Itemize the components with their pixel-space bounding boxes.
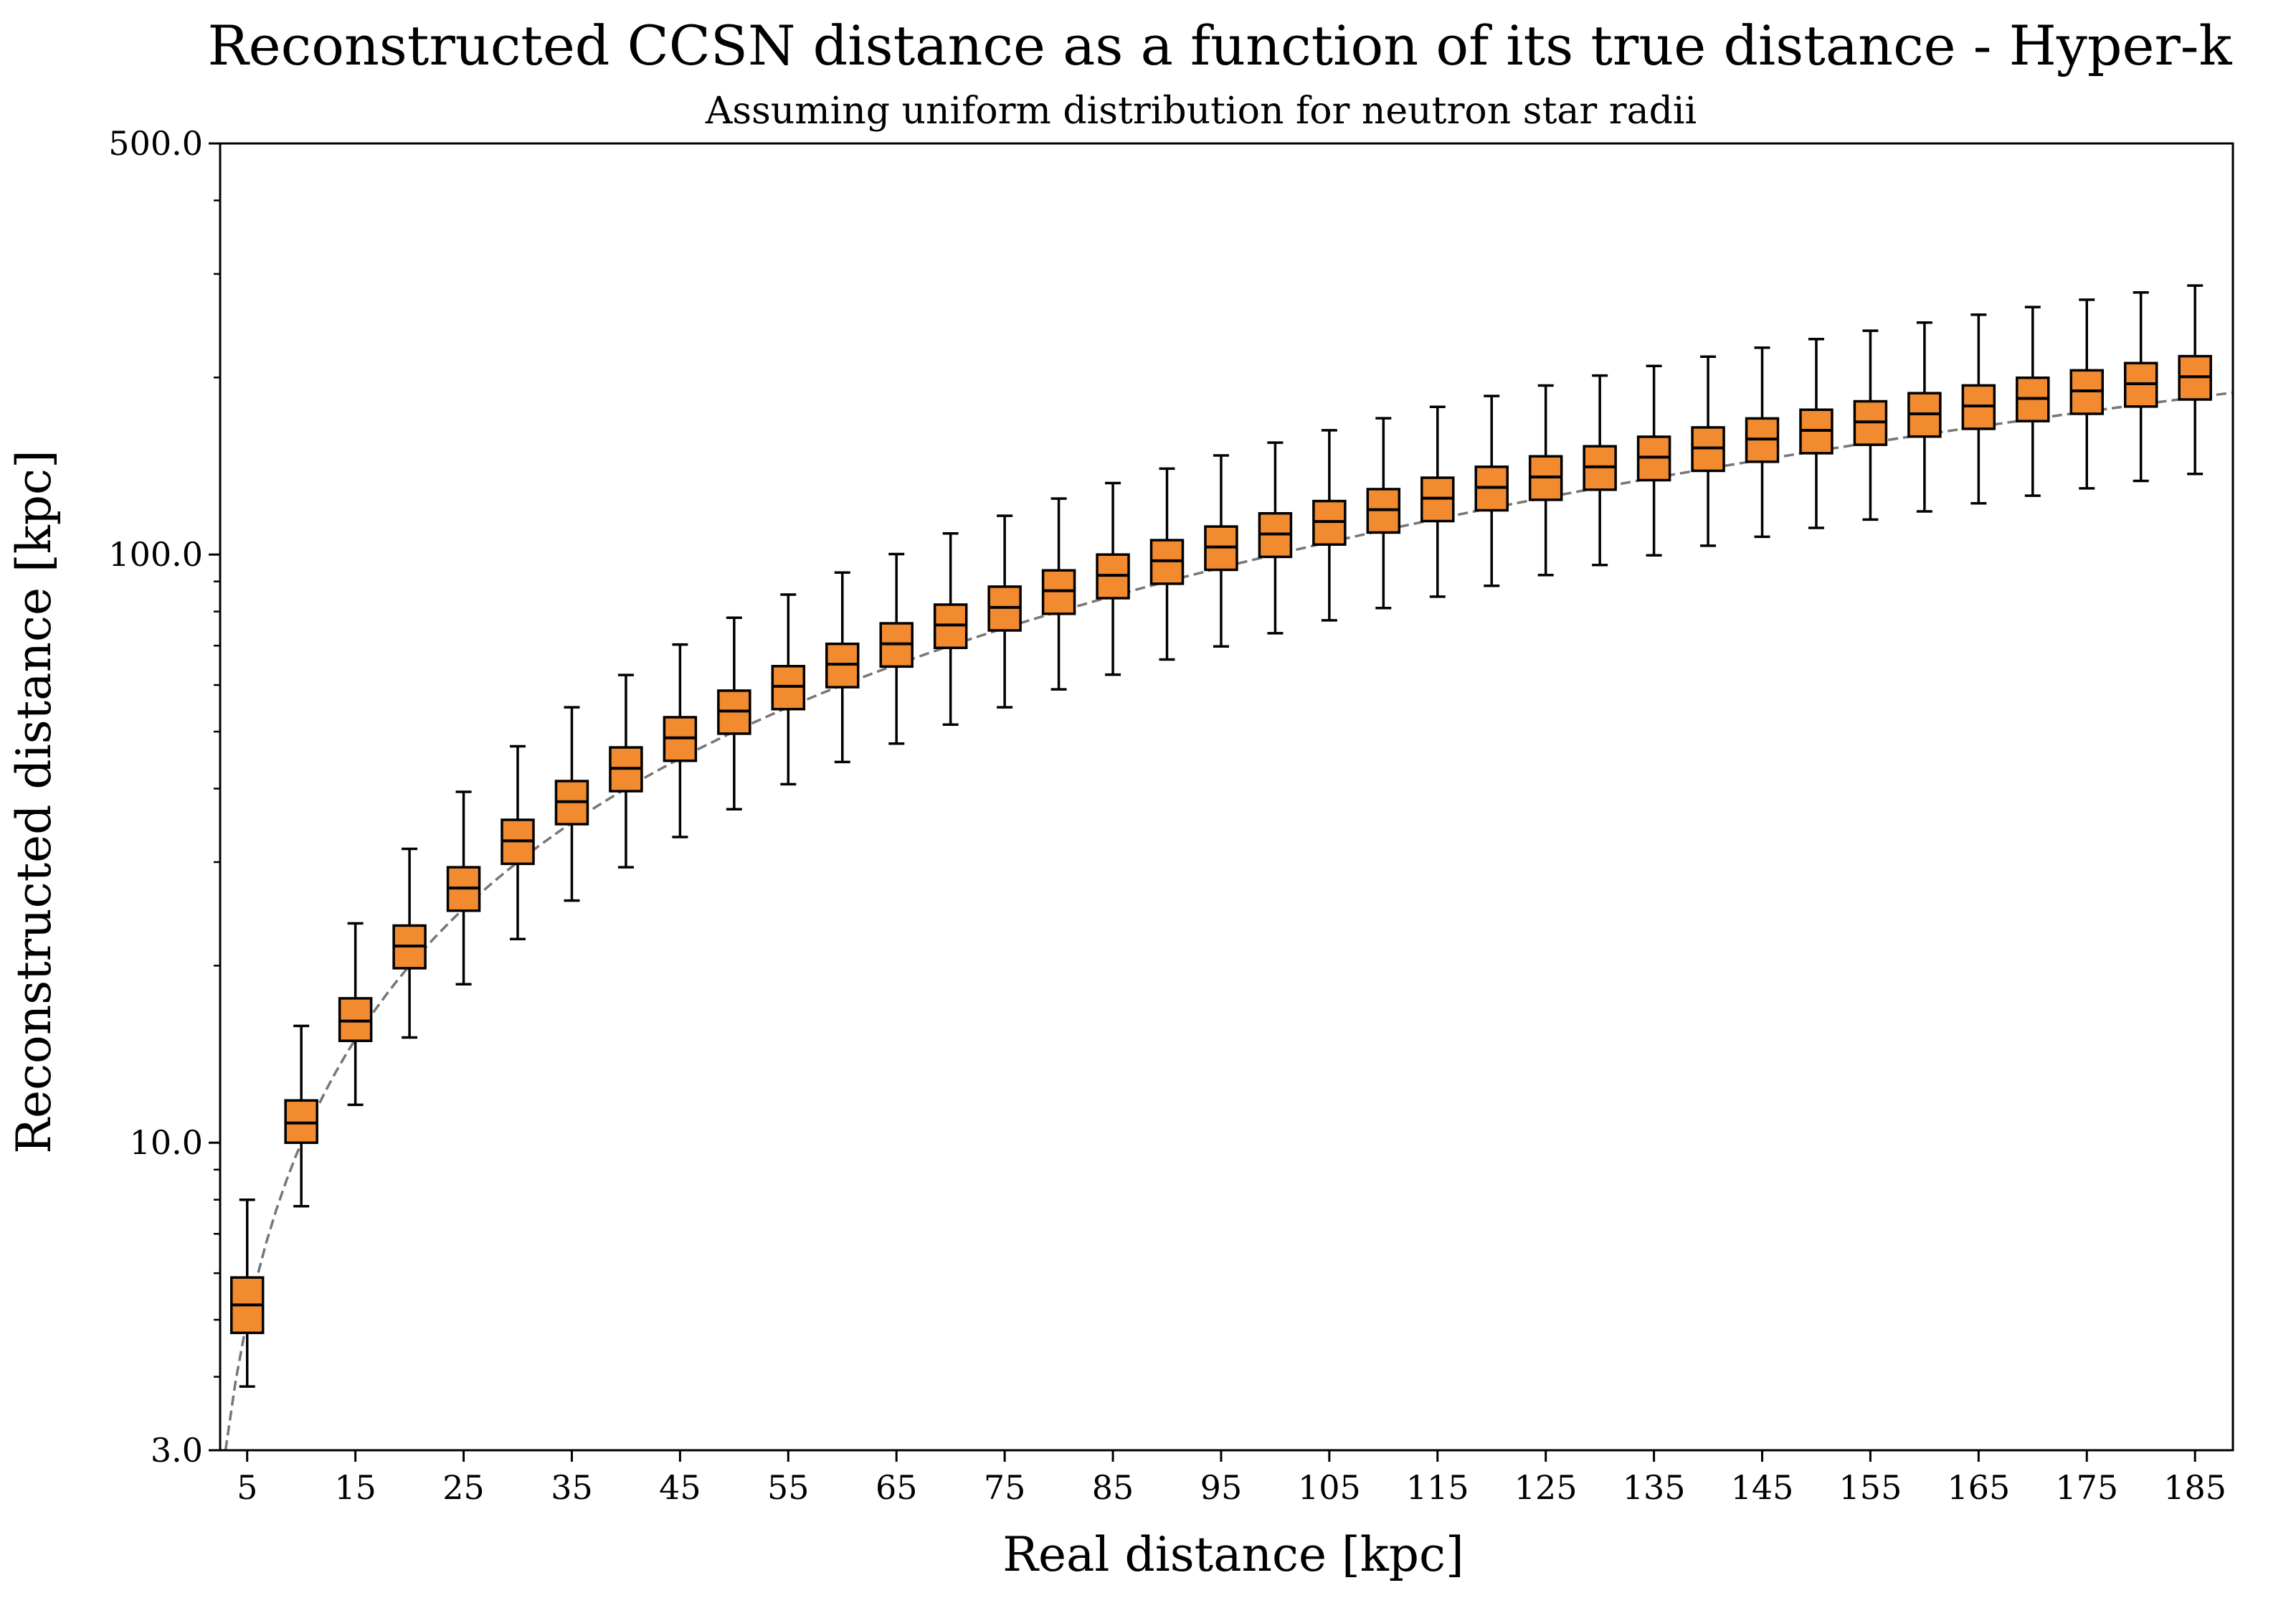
x-tick-label: 95 — [1200, 1468, 1243, 1507]
x-tick-label: 105 — [1298, 1468, 1361, 1507]
box-body — [338, 997, 373, 1042]
x-tick-label: 165 — [1947, 1468, 2010, 1507]
box-60 — [825, 571, 860, 764]
x-tick-label: 45 — [659, 1468, 701, 1507]
x-tick-label: 35 — [551, 1468, 593, 1507]
box-175 — [2069, 298, 2105, 490]
box-75 — [987, 514, 1022, 709]
box-165 — [1961, 313, 1996, 505]
plot-area: 3.0 10.0 100.0 500.0 5 15 25 35 45 55 65 75 85 95 105 1… — [108, 124, 2234, 1507]
box-150 — [1799, 337, 1834, 529]
box-body — [284, 1099, 318, 1144]
chart-subtitle: Assuming uniform distribution for neutro… — [705, 90, 1697, 133]
box-185 — [2178, 284, 2212, 476]
box-40 — [609, 673, 643, 869]
x-tick-label: 5 — [237, 1468, 257, 1507]
box-25 — [446, 790, 481, 985]
box-35 — [554, 706, 589, 902]
x-tick-label: 125 — [1514, 1468, 1578, 1507]
box-95 — [1204, 454, 1238, 648]
box-110 — [1366, 417, 1401, 610]
y-tick-label: 10.0 — [130, 1123, 203, 1162]
box-45 — [663, 643, 698, 838]
x-tick-label: 75 — [984, 1468, 1026, 1507]
box-15 — [338, 922, 373, 1107]
y-tick-label: 500.0 — [108, 124, 203, 163]
x-tick-label: 175 — [2055, 1468, 2118, 1507]
x-tick-label: 25 — [442, 1468, 485, 1507]
box-10 — [284, 1024, 318, 1208]
box-120 — [1474, 394, 1509, 587]
x-tick-label: 115 — [1406, 1468, 1469, 1507]
box-145 — [1745, 346, 1780, 539]
box-80 — [1041, 497, 1076, 691]
y-tick-label: 100.0 — [108, 535, 203, 574]
y-tick-label: 3.0 — [151, 1431, 203, 1470]
x-tick-label: 185 — [2163, 1468, 2226, 1507]
box-180 — [2123, 291, 2158, 483]
box-170 — [2016, 306, 2050, 497]
box-65 — [879, 552, 914, 745]
box-140 — [1691, 355, 1725, 547]
chart-title: Reconstructed CCSN distance as a functio… — [207, 14, 2232, 77]
box-5 — [229, 1198, 265, 1388]
box-115 — [1420, 405, 1455, 598]
box-70 — [933, 532, 968, 726]
x-tick-label: 155 — [1839, 1468, 1902, 1507]
box-155 — [1853, 329, 1888, 521]
box-20 — [392, 847, 427, 1039]
box-160 — [1907, 321, 1942, 513]
box-100 — [1258, 441, 1293, 635]
x-axis-label: Real distance [kpc] — [1002, 1527, 1464, 1582]
box-55 — [771, 593, 806, 786]
box-85 — [1096, 481, 1130, 676]
box-130 — [1583, 374, 1617, 567]
x-tick-label: 65 — [876, 1468, 918, 1507]
box-135 — [1636, 364, 1671, 557]
x-tick-label: 145 — [1731, 1468, 1794, 1507]
box-50 — [717, 616, 751, 810]
box-30 — [501, 744, 535, 940]
x-tick-label: 55 — [767, 1468, 810, 1507]
axes-frame — [219, 142, 2234, 1452]
x-tick-label: 15 — [334, 1468, 376, 1507]
box-125 — [1528, 384, 1563, 577]
box-105 — [1312, 429, 1347, 622]
x-tick-label: 85 — [1092, 1468, 1134, 1507]
box-90 — [1149, 467, 1185, 661]
x-tick-label: 135 — [1623, 1468, 1686, 1507]
y-axis-label: Reconstructed distance [kpc] — [6, 450, 62, 1154]
